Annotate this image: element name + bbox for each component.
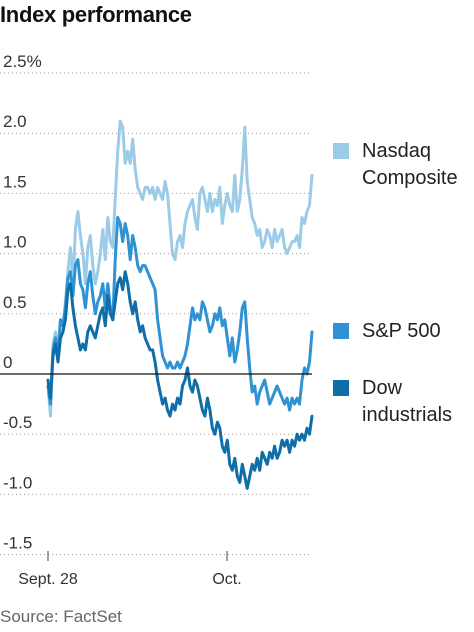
y-tick-label: 0 bbox=[3, 353, 12, 372]
x-axis: Sept. 28 Oct. bbox=[18, 551, 242, 588]
y-tick-label: -0.5 bbox=[3, 413, 32, 432]
source-note: Source: FactSet bbox=[0, 607, 122, 626]
y-tick-label: 1.0 bbox=[3, 233, 27, 252]
legend-swatch bbox=[333, 143, 349, 159]
y-tick-label: -1.0 bbox=[3, 473, 32, 492]
chart-title: Index performance bbox=[0, 2, 192, 27]
legend-label: Nasdaq bbox=[362, 140, 431, 162]
y-tick-label: 2.0 bbox=[3, 112, 27, 131]
series-line-nasdaq-composite bbox=[46, 119, 314, 418]
legend: Nasdaq Composite S&P 500 Dow industrials bbox=[333, 140, 458, 426]
y-axis-tick-labels: 2.5% 2.0 1.5 1.0 0.5 0 -0.5 -1.0 -1.5 bbox=[3, 52, 42, 553]
legend-label: S&P 500 bbox=[362, 320, 441, 342]
y-tick-label: 2.5% bbox=[3, 52, 42, 71]
legend-label: industrials bbox=[362, 404, 452, 426]
y-tick-label: 0.5 bbox=[3, 293, 27, 312]
y-tick-label: 1.5 bbox=[3, 172, 27, 191]
x-tick-label: Sept. 28 bbox=[18, 571, 78, 588]
legend-swatch bbox=[333, 323, 349, 339]
series-lines bbox=[46, 119, 314, 490]
x-tick-label: Oct. bbox=[212, 571, 241, 588]
legend-label: Dow bbox=[362, 377, 403, 399]
legend-label: Composite bbox=[362, 167, 458, 189]
y-tick-label: -1.5 bbox=[3, 534, 32, 553]
legend-swatch bbox=[333, 380, 349, 396]
series-line-dow-industrials bbox=[46, 270, 314, 490]
series-line-s-p-500 bbox=[46, 216, 314, 412]
